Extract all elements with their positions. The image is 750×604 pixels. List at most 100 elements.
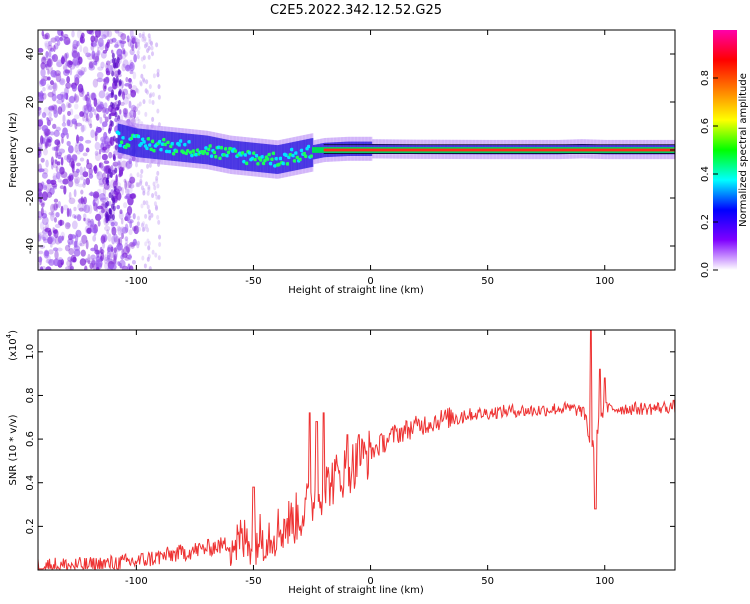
- band-core: [185, 133, 187, 163]
- noise-blob: [43, 106, 51, 116]
- noise-blob: [47, 187, 50, 198]
- band-core: [248, 142, 251, 172]
- x-tick-label: -50: [245, 276, 261, 287]
- band-core: [246, 142, 249, 171]
- noise-blob: [78, 197, 85, 205]
- noise-blob: [124, 195, 130, 200]
- band-core: [187, 133, 190, 163]
- noise-blob: [129, 176, 136, 184]
- band-core: [145, 129, 148, 159]
- band-core: [124, 125, 127, 155]
- band-core: [193, 134, 196, 164]
- noise-blob: [45, 51, 49, 58]
- noise-blob: [44, 250, 49, 257]
- noise-blob: [48, 85, 53, 91]
- band-peak: [254, 153, 259, 158]
- band-peak: [303, 154, 308, 159]
- noise-blob: [92, 78, 99, 88]
- noise-blob: [126, 205, 133, 216]
- noise-blob: [40, 94, 44, 99]
- noise-blob: [47, 249, 54, 255]
- noise-blob: [38, 106, 42, 116]
- noise-blob: [65, 101, 71, 109]
- noise-blob: [157, 219, 161, 225]
- noise-blob: [116, 48, 123, 57]
- noise-blob: [53, 146, 59, 152]
- noise-blob: [101, 201, 106, 206]
- noise-blob: [102, 30, 110, 38]
- noise-blob: [49, 243, 53, 248]
- noise-blob: [144, 223, 148, 229]
- noise-blob: [74, 74, 80, 82]
- noise-blob: [140, 203, 144, 209]
- y-tick-label: 1.0: [25, 344, 36, 360]
- noise-blob: [56, 171, 61, 180]
- noise-blob: [148, 162, 152, 168]
- band-peak: [152, 148, 157, 153]
- band-peak: [223, 146, 228, 151]
- noise-blob: [50, 203, 56, 213]
- noise-blob: [69, 94, 75, 104]
- noise-blob: [57, 165, 62, 171]
- y-tick-label: 0.8: [25, 388, 36, 404]
- band-core: [135, 128, 138, 158]
- noise-blob: [96, 50, 100, 58]
- noise-blob: [79, 242, 85, 247]
- band-core: [192, 134, 194, 163]
- noise-blob: [137, 39, 141, 45]
- band-core: [144, 129, 147, 159]
- noise-blob: [130, 104, 137, 112]
- noise-blob: [97, 37, 104, 47]
- noise-blob: [139, 81, 143, 87]
- noise-blob: [143, 43, 147, 49]
- noise-blob: [126, 64, 130, 70]
- noise-blob: [68, 263, 74, 270]
- noise-blob: [64, 222, 71, 230]
- noise-blob: [157, 194, 161, 200]
- noise-blob: [91, 258, 95, 268]
- noise-blob: [155, 194, 159, 200]
- noise-blob: [59, 179, 65, 185]
- noise-blob: [59, 166, 65, 175]
- noise-blob: [123, 112, 128, 118]
- noise-blob: [144, 241, 148, 247]
- noise-blob: [75, 122, 83, 127]
- spectrogram-x-ticks: -100 -50 0 50 100: [125, 30, 614, 287]
- noise-blob: [104, 116, 109, 123]
- noise-blob: [93, 164, 98, 174]
- noise-blob: [46, 83, 50, 91]
- noise-blob: [46, 191, 53, 198]
- noise-blob: [53, 44, 56, 52]
- noise-blob: [139, 80, 143, 86]
- noise-blob: [81, 202, 87, 212]
- noise-blob: [83, 204, 91, 214]
- noise-blob: [117, 160, 121, 166]
- noise-blob: [62, 204, 69, 211]
- band-core: [175, 132, 178, 162]
- noise-blob: [75, 51, 80, 59]
- band-peak: [226, 150, 231, 155]
- noise-blob: [55, 149, 59, 159]
- noise-blob: [135, 182, 139, 188]
- band-core: [263, 143, 266, 173]
- band-peak: [299, 148, 304, 153]
- noise-blob: [87, 260, 91, 265]
- noise-blob: [106, 246, 110, 254]
- band-peak: [142, 140, 147, 144]
- noise-blob: [122, 91, 126, 100]
- noise-blob: [111, 57, 115, 64]
- band-core: [294, 141, 297, 171]
- noise-blob: [54, 70, 61, 77]
- noise-blob: [98, 183, 106, 187]
- noise-blob: [51, 182, 58, 188]
- band-peak: [157, 139, 162, 144]
- noise-blob: [38, 47, 44, 53]
- noise-blob: [155, 42, 159, 48]
- snr-y-multiplier: (x104): [5, 330, 19, 361]
- noise-blob: [77, 70, 85, 76]
- noise-blob: [132, 106, 138, 113]
- noise-blob: [117, 226, 123, 236]
- noise-blob: [124, 242, 128, 250]
- noise-blob: [154, 191, 158, 197]
